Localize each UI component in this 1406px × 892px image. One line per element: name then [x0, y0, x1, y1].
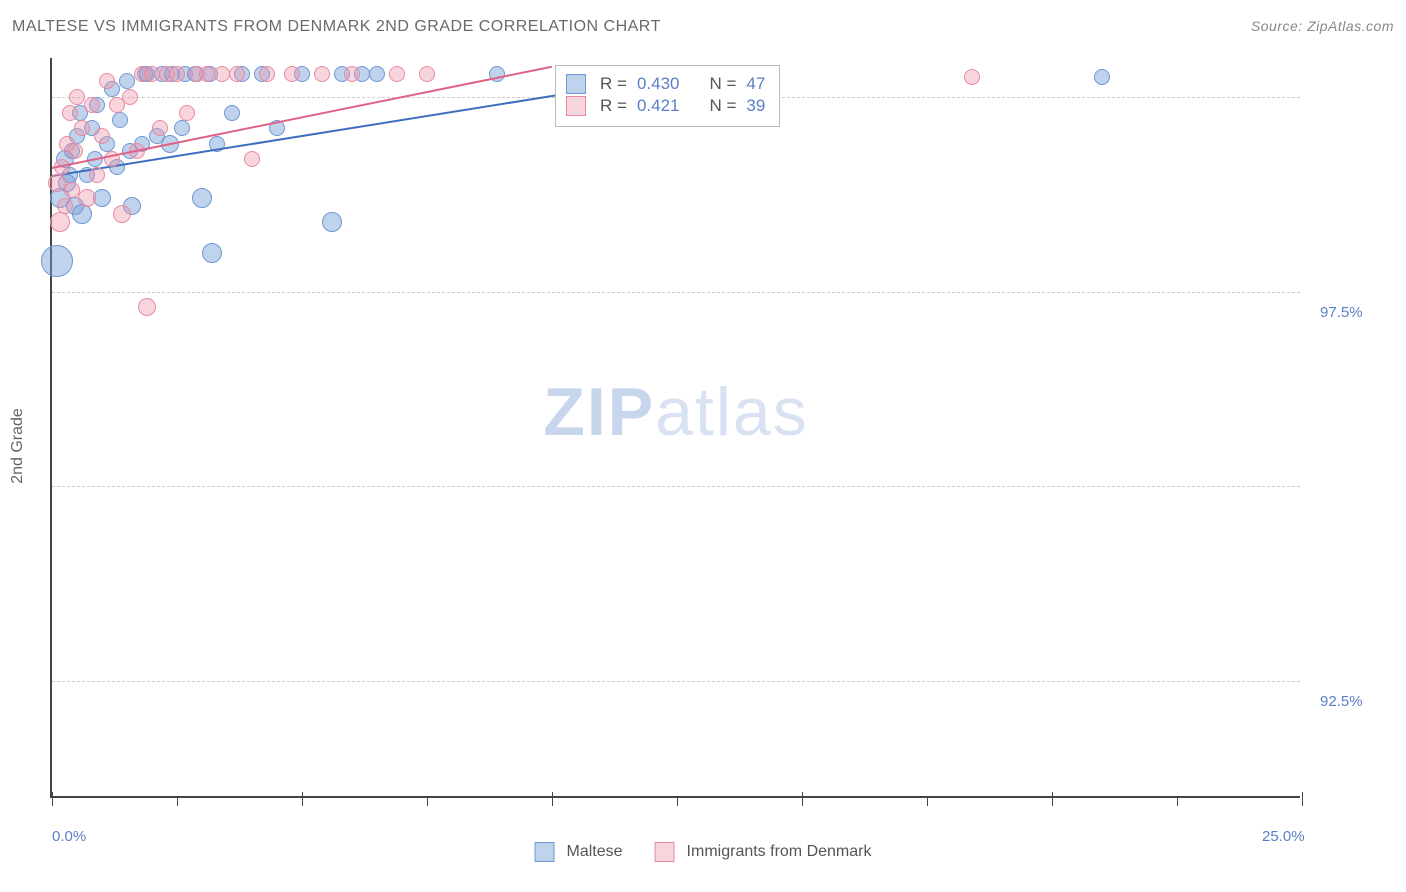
series-swatch-icon	[655, 842, 675, 862]
y-tick-label: 92.5%	[1320, 693, 1363, 710]
x-tick	[677, 796, 678, 806]
stat-r-value: 0.430	[637, 74, 680, 94]
scatter-point	[67, 143, 83, 159]
scatter-point	[112, 112, 128, 128]
legend-label: Immigrants from Denmark	[687, 843, 872, 861]
scatter-point	[41, 245, 73, 277]
x-tick	[1302, 792, 1303, 806]
scatter-point	[169, 66, 185, 82]
watermark: ZIPatlas	[543, 373, 808, 451]
x-tick	[302, 792, 303, 806]
legend-label: Maltese	[567, 843, 623, 861]
scatter-point	[57, 198, 73, 214]
watermark-atlas: atlas	[655, 374, 809, 450]
x-tick	[427, 796, 428, 806]
x-tick	[552, 792, 553, 806]
stat-n-label: N =	[709, 96, 736, 116]
scatter-point	[122, 89, 138, 105]
scatter-point	[389, 66, 405, 82]
scatter-point	[214, 66, 230, 82]
x-tick-label: 0.0%	[52, 828, 86, 845]
scatter-point	[119, 73, 135, 89]
watermark-zip: ZIP	[543, 374, 655, 450]
stat-r-label: R =	[600, 96, 627, 116]
plot-frame: ZIPatlas 92.5%97.5%0.0%25.0%	[50, 58, 1300, 798]
scatter-point	[78, 189, 96, 207]
stats-row: R = 0.430 N = 47	[566, 74, 765, 94]
plot-area: ZIPatlas 92.5%97.5%0.0%25.0%	[50, 58, 1300, 798]
scatter-point	[344, 66, 360, 82]
series-swatch-icon	[535, 842, 555, 862]
scatter-point	[322, 212, 342, 232]
scatter-point	[202, 243, 222, 263]
scatter-point	[113, 205, 131, 223]
stat-r-label: R =	[600, 74, 627, 94]
series-swatch-icon	[566, 96, 586, 116]
x-tick	[802, 792, 803, 806]
scatter-point	[244, 151, 260, 167]
gridline-h	[52, 292, 1300, 293]
scatter-point	[284, 66, 300, 82]
scatter-point	[314, 66, 330, 82]
scatter-point	[964, 69, 980, 85]
chart-header: MALTESE VS IMMIGRANTS FROM DENMARK 2ND G…	[12, 18, 1394, 36]
x-tick	[1177, 796, 1178, 806]
scatter-point	[69, 89, 85, 105]
series-swatch-icon	[566, 74, 586, 94]
scatter-point	[50, 212, 70, 232]
scatter-point	[224, 105, 240, 121]
scatter-point	[199, 66, 215, 82]
scatter-point	[229, 66, 245, 82]
legend-item: Maltese	[535, 842, 623, 862]
source-label: Source: ZipAtlas.com	[1251, 18, 1394, 34]
stat-n-value: 39	[746, 96, 765, 116]
gridline-h	[52, 681, 1300, 682]
stat-n-label: N =	[709, 74, 736, 94]
stats-row: R = 0.421 N = 39	[566, 96, 765, 116]
scatter-point	[179, 105, 195, 121]
x-tick	[1052, 792, 1053, 806]
y-tick-label: 97.5%	[1320, 304, 1363, 321]
scatter-point	[192, 188, 212, 208]
scatter-point	[1094, 69, 1110, 85]
stat-r-value: 0.421	[637, 96, 680, 116]
scatter-point	[62, 105, 78, 121]
legend-bottom: Maltese Immigrants from Denmark	[535, 842, 872, 862]
scatter-point	[84, 97, 100, 113]
scatter-point	[89, 167, 105, 183]
scatter-point	[152, 120, 168, 136]
gridline-h	[52, 486, 1300, 487]
scatter-point	[99, 73, 115, 89]
scatter-point	[94, 128, 110, 144]
scatter-point	[144, 66, 160, 82]
scatter-point	[174, 120, 190, 136]
x-tick	[177, 796, 178, 806]
legend-item: Immigrants from Denmark	[655, 842, 872, 862]
x-tick	[52, 792, 53, 806]
scatter-point	[259, 66, 275, 82]
y-axis-label: 2nd Grade	[9, 408, 27, 484]
stats-box: R = 0.430 N = 47 R = 0.421 N = 39	[555, 65, 780, 127]
scatter-point	[369, 66, 385, 82]
chart-title: MALTESE VS IMMIGRANTS FROM DENMARK 2ND G…	[12, 18, 661, 36]
x-tick-label: 25.0%	[1262, 828, 1305, 845]
scatter-point	[419, 66, 435, 82]
stat-n-value: 47	[746, 74, 765, 94]
scatter-point	[74, 120, 90, 136]
x-tick	[927, 796, 928, 806]
scatter-point	[138, 298, 156, 316]
